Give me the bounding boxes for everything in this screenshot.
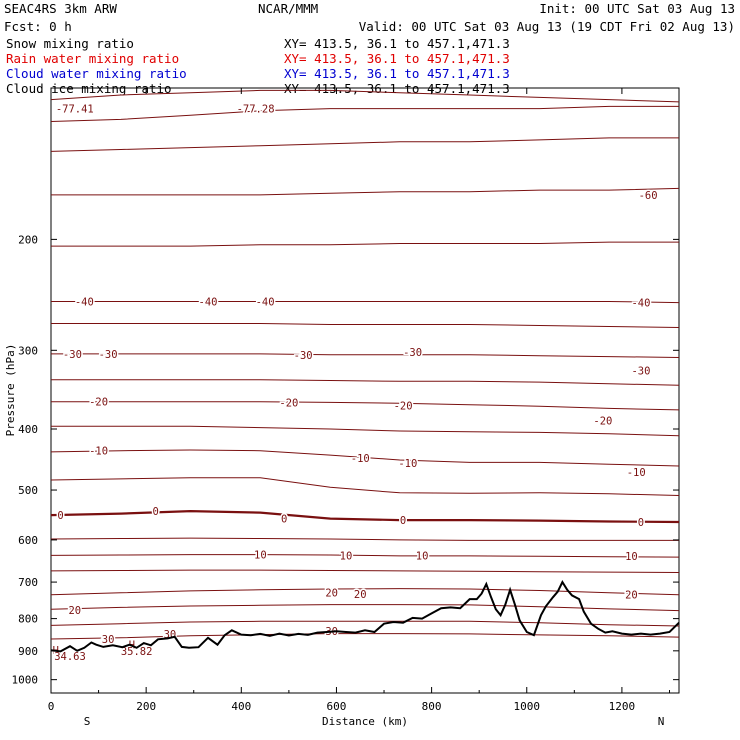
isotherm-line [50,537,679,541]
contour-label: 35.82 [121,646,153,658]
contour-label: 20 [325,587,338,599]
contour-label: 0 [281,514,287,526]
center-name: NCAR/MMM [258,1,318,16]
plot-frame [50,87,680,694]
init-time: Init: 00 UTC Sat 03 Aug 13 [539,1,735,16]
isotherm-line [50,604,680,612]
field-legend-xy: XY= 413.5, 36.1 to 457.1,471.3 [284,66,510,81]
y-tick-label: 700 [18,576,38,589]
x-tick-label: 0 [48,700,55,713]
contour-label: -40 [75,297,94,309]
field-legend-xy: XY= 413.5, 36.1 to 457.1,471.3 [284,51,510,66]
contour-labels: -77.41 -77.28 -60 -40 -40 -40 -40 -30 -30 -30 -30 -… [51,102,659,664]
x-end-label-north: N [658,715,665,728]
y-tick-label: 900 [18,645,38,658]
contour-label: -20 [279,397,298,409]
isotherm-line [51,241,679,247]
contour-label: -20 [394,400,413,412]
valid-time: Valid: 00 UTC Sat 03 Aug 13 (19 CDT Fri … [359,19,735,34]
contour-label: 20 [68,605,81,617]
x-tick-label: 1200 [609,700,636,713]
isotherm-line [50,509,680,524]
contour-label: 0 [153,506,159,518]
x-axis-label: Distance (km) [322,715,408,728]
contour-label: 30 [102,634,115,646]
model-title: SEAC4RS 3km ARW [4,1,117,16]
field-legend-xy: XY= 413.5, 36.1 to 457.1,471.3 [284,36,510,51]
contour-label: 10 [340,550,353,562]
x-tick-label: 600 [327,700,347,713]
isotherm-line [51,353,680,358]
isotherm-line [50,449,680,467]
contour-label: -10 [627,467,646,479]
isotherm-line [51,379,680,386]
isotherm-line [50,137,679,152]
isotherm-contours [50,89,680,640]
contour-label: -30 [403,347,422,359]
contour-label: -30 [99,349,118,361]
terrain-line [50,580,680,653]
y-tick-label: 400 [18,423,38,436]
field-legend: Snow mixing ratio XY= 413.5, 36.1 to 457.… [6,36,510,96]
isotherm-line [50,588,680,596]
isotherm-line [51,425,680,437]
y-tick-label: 800 [18,613,38,626]
contour-label: 34.63 [54,651,86,663]
y-tick-label: 200 [18,233,38,246]
contour-label: -40 [631,298,650,310]
contour-label: -40 [256,297,275,309]
isotherm-line [50,477,680,496]
x-tick-label: 800 [422,700,442,713]
isotherm-line [50,569,680,573]
contour-label: 10 [254,550,267,562]
contour-label: -30 [294,350,313,362]
isotherm-line [51,401,680,411]
y-tick-label: 300 [18,344,38,357]
field-legend-name: Cloud water mixing ratio [6,66,187,81]
contour-label: 0 [400,515,406,527]
contour-label: -77.41 [56,104,94,116]
isotherm-line [51,301,680,304]
contour-label: 0 [57,510,63,522]
isotherm-line [51,323,680,328]
contour-label: -30 [63,349,82,361]
contour-label: -60 [639,190,658,202]
contour-label: -30 [631,366,650,378]
contour-label: 0 [638,517,644,529]
y-axis-label: Pressure (hPa) [4,344,17,437]
x-tick-label: 400 [231,700,251,713]
field-legend-name: Rain water mixing ratio [6,51,179,66]
terrain-profile [50,580,680,653]
contour-label: -40 [199,297,218,309]
contour-label: -20 [593,416,612,428]
contour-label: 20 [625,589,638,601]
isotherm-line [51,187,680,196]
isotherm-line [50,554,680,558]
forecast-hour: Fcst: 0 h [4,19,72,34]
x-tick-label: 200 [136,700,156,713]
field-legend-name: Snow mixing ratio [6,36,134,51]
y-tick-label: 600 [18,534,38,547]
y-tick-label: 1000 [12,674,39,687]
contour-label: -10 [398,458,417,470]
y-tick-label: 500 [18,484,38,497]
x-tick-label: 1000 [514,700,541,713]
contour-label: -77.28 [237,104,275,116]
isotherm-line [50,89,680,103]
contour-label: -10 [89,446,108,458]
contour-label: 10 [625,551,638,563]
contour-label: 20 [354,589,367,601]
isotherm-line [50,633,680,640]
isotherm-line [50,105,679,122]
x-end-label-south: S [84,715,91,728]
isotherm-line [50,620,680,627]
contour-label: 10 [416,550,429,562]
contour-label: -20 [89,397,108,409]
contour-label: -10 [351,453,370,465]
